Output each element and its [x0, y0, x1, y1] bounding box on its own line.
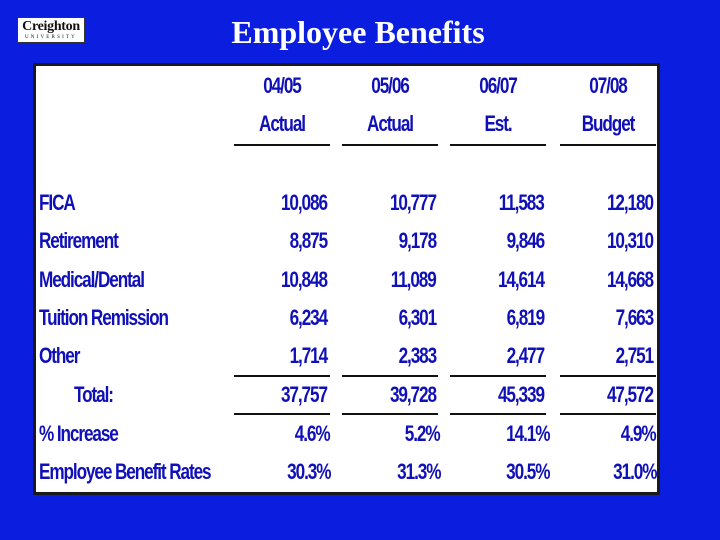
total-top-rule [450, 375, 546, 377]
row-label-other: Other [39, 343, 80, 368]
creighton-logo: Creighton UNIVERSITY [17, 17, 85, 43]
row-label-employee-benefit-rates: Employee Benefit Rates [39, 459, 212, 484]
row-label-retirement: Retirement [39, 228, 119, 253]
table-cell: 4.9% [621, 421, 657, 446]
table-cell: 9,846 [506, 228, 546, 253]
slide-title: Employee Benefits [231, 14, 485, 50]
table-cell: 14.1% [505, 421, 550, 446]
table-cell: 47,572 [607, 382, 654, 407]
column-header-type: Est. [484, 111, 512, 136]
column-header-year: 04/05 [263, 73, 302, 98]
benefits-table: 04/05 Actual 05/06 Actual 06/07 Est. 07/… [33, 63, 660, 495]
total-bottom-rule [560, 413, 656, 415]
header-rule [234, 144, 330, 146]
column-header-year: 07/08 [589, 73, 628, 98]
table-cell: 30.5% [505, 459, 550, 484]
column-header-type: Actual [367, 111, 414, 136]
table-cell: 8,875 [289, 228, 329, 253]
total-top-rule [234, 375, 330, 377]
table-cell: 2,477 [506, 343, 546, 368]
total-top-rule [560, 375, 656, 377]
total-bottom-rule [450, 413, 546, 415]
table-cell: 10,310 [607, 228, 654, 253]
header-rule [560, 144, 656, 146]
table-cell: 6,301 [398, 305, 438, 330]
logo-word: Creighton [22, 19, 80, 34]
table-cell: 12,180 [607, 190, 654, 215]
column-header-year: 06/07 [479, 73, 518, 98]
table-cell: 37,757 [281, 382, 328, 407]
column-header-type: Budget [581, 111, 636, 136]
total-top-rule [342, 375, 438, 377]
table-cell: 10,848 [281, 267, 328, 292]
total-bottom-rule [342, 413, 438, 415]
table-cell: 11,089 [391, 267, 437, 292]
table-cell: 6,234 [289, 305, 329, 330]
row-label-percent-increase: % Increase [39, 421, 119, 446]
header-rule [342, 144, 438, 146]
table-cell: 2,383 [398, 343, 438, 368]
table-cell: 1,714 [289, 343, 329, 368]
table-cell: 14,668 [607, 267, 654, 292]
table-cell: 39,728 [390, 382, 437, 407]
table-cell: 5.2% [405, 421, 441, 446]
logo-subtitle: UNIVERSITY [25, 35, 77, 40]
table-cell: 45,339 [498, 382, 545, 407]
table-cell: 2,751 [615, 343, 655, 368]
row-label-fica: FICA [39, 190, 76, 215]
table-cell: 4.6% [295, 421, 331, 446]
total-bottom-rule [234, 413, 330, 415]
column-header-type: Actual [259, 111, 306, 136]
table-cell: 6,819 [506, 305, 546, 330]
header-rule [450, 144, 546, 146]
row-label-total: Total: [74, 382, 114, 407]
table-cell: 30.3% [286, 459, 331, 484]
table-cell: 7,663 [615, 305, 655, 330]
column-header-year: 05/06 [371, 73, 410, 98]
table-cell: 31.0% [612, 459, 657, 484]
table-cell: 11,583 [499, 190, 545, 215]
table-cell: 10,777 [390, 190, 437, 215]
row-label-medical-dental: Medical/Dental [39, 267, 145, 292]
table-cell: 14,614 [498, 267, 545, 292]
table-cell: 31.3% [396, 459, 441, 484]
table-cell: 9,178 [398, 228, 438, 253]
row-label-tuition-remission: Tuition Remission [39, 305, 169, 330]
table-cell: 10,086 [281, 190, 328, 215]
